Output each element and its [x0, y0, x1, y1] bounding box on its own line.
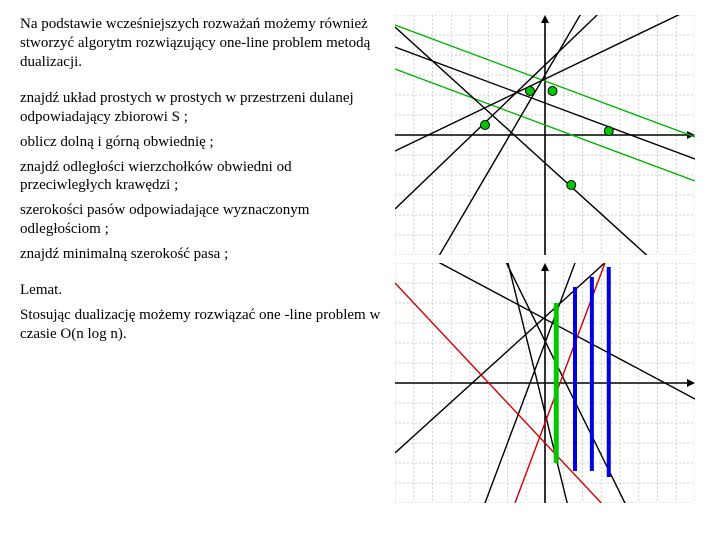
step-1: znajdź układ prostych w prostych w przes…: [20, 89, 385, 127]
step-5: znajdź minimalną szerokość pasa ;: [20, 245, 385, 264]
lemma-label: Lemat.: [20, 281, 385, 300]
intro-paragraph: Na podstawie wcześniejszych rozważań moż…: [20, 15, 385, 71]
step-2: oblicz dolną i górną obwiednię ;: [20, 133, 385, 152]
lemma-body: Stosując dualizację możemy rozwiązać one…: [20, 306, 385, 344]
step-3: znajdź odległości wierzchołków obwiedni …: [20, 158, 385, 196]
bottom-chart: [395, 263, 695, 503]
step-4: szerokości pasów odpowiadające wyznaczon…: [20, 201, 385, 239]
top-chart: [395, 15, 695, 255]
